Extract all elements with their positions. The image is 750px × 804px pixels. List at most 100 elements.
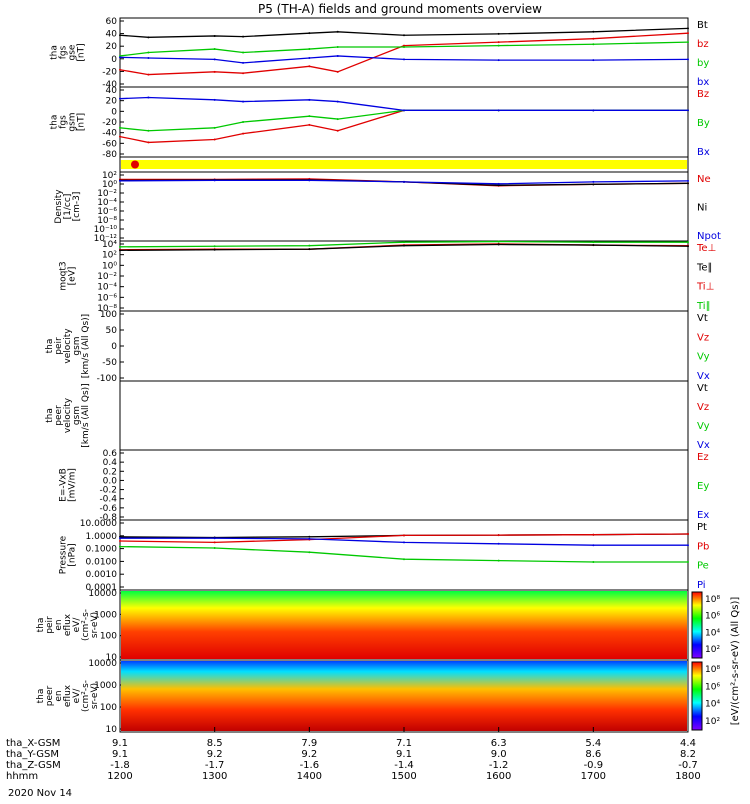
y-axis-label: thapeirvelocitygsm[km/s (All Qs)] [45, 314, 91, 378]
x-row-value: -1.4 [394, 760, 414, 771]
colorbar-tick: 10⁶ [705, 682, 720, 692]
y-axis-label: thafgsgsm[nT] [50, 112, 87, 131]
data-point [308, 535, 311, 538]
data-point [592, 109, 595, 112]
x-row-value: 1400 [297, 771, 322, 782]
data-point [147, 73, 150, 76]
data-point [308, 537, 311, 540]
legend-entry: by [697, 58, 709, 69]
y-axis-label-line: tha [45, 408, 55, 423]
x-row-value: 1300 [202, 771, 227, 782]
y-axis-label-line: [nT] [77, 113, 87, 131]
x-row-value: 8.5 [207, 738, 223, 749]
legend-entry: Vt [697, 313, 708, 324]
x-row-value: 8.6 [585, 749, 601, 760]
y-tick-label: 10000 [88, 589, 117, 599]
data-point [308, 98, 311, 101]
y-tick-label: 10⁻² [97, 189, 117, 199]
x-row-value: 4.4 [680, 738, 696, 749]
x-row-value: -0.9 [584, 760, 604, 771]
y-axis-label-line: eV/ [72, 688, 82, 704]
data-point [213, 179, 216, 182]
panel-density: 10²10⁰10⁻²10⁻⁴10⁻⁶10⁻⁸10⁻¹⁰10⁻¹²Density[… [54, 171, 721, 244]
data-point [336, 54, 339, 57]
series-line-bx [119, 55, 689, 64]
x-row-value: -1.7 [205, 760, 225, 771]
data-point [687, 245, 689, 248]
data-point [687, 544, 689, 547]
y-tick-label: 0.0001 [86, 583, 118, 593]
x-row-value: 9.2 [301, 749, 317, 760]
data-point [336, 100, 339, 103]
legend-entry: Ez [697, 452, 709, 463]
data-point [147, 141, 150, 144]
y-axis-label-line: Pressure [59, 535, 69, 574]
data-point [147, 129, 150, 132]
data-point [119, 545, 121, 548]
panel-frame [119, 240, 689, 312]
y-tick-label: 10⁴ [102, 240, 117, 250]
panel-frame [119, 380, 689, 451]
y-axis-label-line: peir [45, 616, 55, 634]
legend-entry: Vx [697, 371, 710, 382]
data-point [687, 32, 689, 35]
legend-entry: Te∥ [696, 262, 713, 273]
data-point [213, 126, 216, 129]
data-point [497, 44, 500, 47]
legend-entry: Vy [697, 352, 710, 363]
legend-entry: bx [697, 77, 709, 88]
x-row-value: 8.2 [680, 749, 696, 760]
data-point [119, 54, 121, 57]
data-point [592, 37, 595, 40]
panels: 6040200-20-40thafgsgse[nT]Btbzbybx40200-… [36, 17, 741, 735]
legend-entry: Ex [697, 510, 709, 521]
legend-entry: Ey [697, 481, 709, 492]
data-point [592, 544, 595, 547]
panel-peir-velocity: 100 50 0 -50 -100 thapeirvelocitygsm[km/s (Al… [45, 310, 710, 384]
data-point [213, 537, 216, 540]
y-axis-label-line: [1/cc] [63, 194, 73, 220]
data-point [592, 183, 595, 186]
data-point [592, 244, 595, 247]
data-point [592, 561, 595, 563]
y-axis-label-line: tha [45, 339, 55, 354]
colorbar-tick: 10⁶ [705, 612, 720, 622]
data-point [119, 537, 121, 540]
legend-entry: Pt [697, 522, 707, 533]
data-point [336, 45, 339, 48]
data-point [403, 558, 405, 561]
data-point [336, 129, 339, 132]
y-axis-label-line: tha [50, 115, 60, 130]
data-point [592, 43, 595, 46]
y-tick-label: 1000 [94, 681, 117, 691]
colorbar-tick: 10⁸ [705, 595, 720, 605]
data-point [213, 48, 216, 51]
y-tick-label: -20 [102, 67, 117, 77]
y-axis-label-line: gse [68, 44, 78, 60]
y-tick-label: -0.4 [99, 495, 117, 505]
data-point [213, 58, 216, 61]
data-point [308, 115, 311, 118]
data-point [213, 245, 216, 248]
data-point [213, 547, 216, 549]
data-point [403, 58, 405, 61]
x-row-value: 1200 [107, 771, 132, 782]
y-tick-label: 10² [102, 171, 117, 181]
data-point [497, 109, 500, 112]
data-point [592, 30, 595, 33]
y-axis-label-line: tha [36, 689, 46, 704]
panel-frame [119, 449, 689, 521]
y-tick-label: 100 [100, 632, 117, 642]
x-row-label: hhmm [6, 771, 38, 782]
legend-entry: Bt [697, 20, 708, 31]
data-point [687, 27, 689, 30]
y-axis-label-line: E=-VxB [59, 468, 69, 502]
data-point [308, 65, 311, 68]
data-point [308, 48, 311, 51]
y-tick-label: 0.0100 [86, 557, 118, 567]
data-point [403, 45, 405, 48]
y-tick-label: -40 [102, 129, 117, 139]
y-tick-label: 10000 [88, 659, 117, 669]
plot-date: 2020 Nov 14 [8, 788, 72, 799]
